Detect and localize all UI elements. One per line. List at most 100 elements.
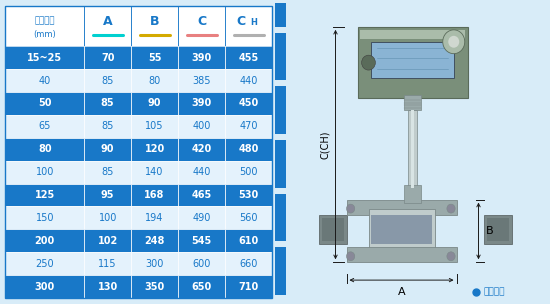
Bar xyxy=(6,229,84,252)
Bar xyxy=(225,92,272,115)
Bar xyxy=(178,92,225,115)
Text: 465: 465 xyxy=(191,190,212,200)
Text: 102: 102 xyxy=(97,236,118,246)
Text: 50: 50 xyxy=(38,98,52,109)
Circle shape xyxy=(443,30,465,54)
Bar xyxy=(346,200,456,215)
Bar xyxy=(178,275,225,298)
Bar xyxy=(358,27,468,98)
Bar xyxy=(275,247,286,295)
Bar xyxy=(6,69,84,92)
Text: 140: 140 xyxy=(145,167,164,177)
Text: 455: 455 xyxy=(239,53,259,63)
Text: 600: 600 xyxy=(192,259,211,269)
Bar xyxy=(84,115,131,138)
Text: 660: 660 xyxy=(239,259,258,269)
Bar xyxy=(275,33,286,81)
Bar xyxy=(6,46,84,69)
Text: C: C xyxy=(197,15,206,28)
Text: 90: 90 xyxy=(148,98,161,109)
Circle shape xyxy=(447,252,455,261)
Text: 610: 610 xyxy=(239,236,259,246)
Circle shape xyxy=(362,55,375,70)
Text: 120: 120 xyxy=(145,144,165,154)
Bar xyxy=(84,184,131,206)
Text: 125: 125 xyxy=(35,190,55,200)
Bar xyxy=(275,194,286,241)
Text: 168: 168 xyxy=(145,190,165,200)
Bar xyxy=(487,218,509,241)
Text: 470: 470 xyxy=(239,121,258,131)
Text: 650: 650 xyxy=(191,282,212,292)
Text: 95: 95 xyxy=(101,190,114,200)
Bar xyxy=(371,42,454,78)
Text: 150: 150 xyxy=(36,213,54,223)
Text: B: B xyxy=(150,15,160,28)
Bar xyxy=(131,6,178,46)
Text: 450: 450 xyxy=(239,98,259,109)
Bar xyxy=(178,206,225,229)
Text: 194: 194 xyxy=(145,213,164,223)
Bar xyxy=(225,138,272,161)
Bar xyxy=(6,184,84,206)
Text: 40: 40 xyxy=(39,76,51,85)
Text: C: C xyxy=(237,15,246,28)
Bar xyxy=(178,252,225,275)
Bar xyxy=(84,161,131,184)
Text: B: B xyxy=(486,226,493,236)
Bar xyxy=(6,92,84,115)
Text: 390: 390 xyxy=(191,53,212,63)
Circle shape xyxy=(346,252,355,261)
Bar xyxy=(371,215,432,244)
Text: A: A xyxy=(103,15,112,28)
Bar xyxy=(225,252,272,275)
Circle shape xyxy=(346,204,355,213)
Text: 130: 130 xyxy=(97,282,118,292)
Text: 350: 350 xyxy=(145,282,165,292)
Bar xyxy=(275,86,286,134)
Text: 480: 480 xyxy=(239,144,259,154)
Bar xyxy=(275,140,286,188)
Bar xyxy=(408,110,417,188)
Text: 440: 440 xyxy=(192,167,211,177)
Text: 55: 55 xyxy=(148,53,161,63)
Bar xyxy=(484,215,512,244)
Bar xyxy=(178,46,225,69)
Bar xyxy=(6,138,84,161)
Text: 115: 115 xyxy=(98,259,117,269)
Bar xyxy=(178,229,225,252)
Text: 仪表口径: 仪表口径 xyxy=(35,17,55,26)
Bar xyxy=(225,229,272,252)
Text: 85: 85 xyxy=(101,98,114,109)
Bar xyxy=(322,218,344,241)
Bar xyxy=(225,161,272,184)
Bar xyxy=(225,275,272,298)
Bar xyxy=(225,46,272,69)
Bar xyxy=(131,92,178,115)
Bar xyxy=(84,92,131,115)
Bar xyxy=(178,161,225,184)
Bar xyxy=(84,138,131,161)
Text: 70: 70 xyxy=(101,53,114,63)
Circle shape xyxy=(447,204,455,213)
Bar xyxy=(84,229,131,252)
Bar xyxy=(84,252,131,275)
Text: 100: 100 xyxy=(36,167,54,177)
Text: 常规仪表: 常规仪表 xyxy=(484,288,505,296)
Text: 300: 300 xyxy=(35,282,55,292)
Bar xyxy=(84,6,131,46)
Bar xyxy=(178,184,225,206)
Bar xyxy=(131,275,178,298)
Text: 420: 420 xyxy=(191,144,212,154)
Text: 85: 85 xyxy=(101,76,114,85)
Bar xyxy=(225,206,272,229)
Text: 385: 385 xyxy=(192,76,211,85)
Bar xyxy=(178,138,225,161)
Bar xyxy=(404,185,421,203)
Bar xyxy=(131,229,178,252)
Text: 105: 105 xyxy=(145,121,164,131)
Text: 710: 710 xyxy=(239,282,259,292)
Bar xyxy=(131,138,178,161)
Text: 560: 560 xyxy=(239,213,258,223)
Text: 390: 390 xyxy=(191,98,212,109)
